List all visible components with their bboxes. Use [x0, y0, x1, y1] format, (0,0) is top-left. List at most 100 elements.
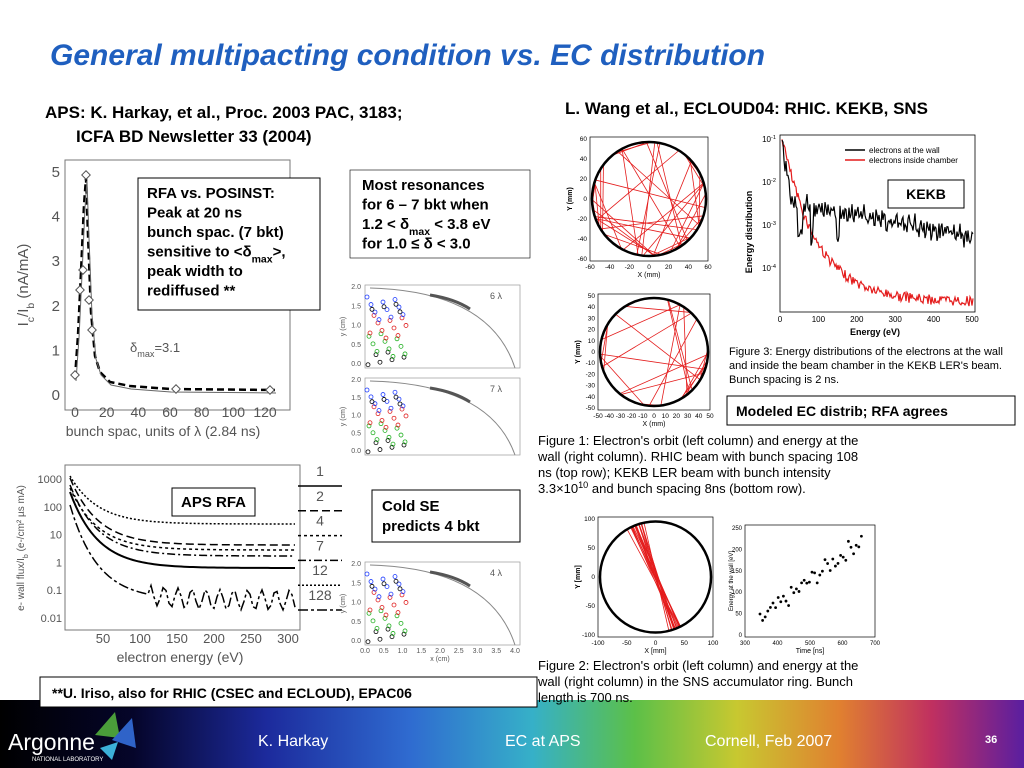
text-part: -1	[771, 135, 776, 141]
tick-label: 700	[870, 641, 881, 647]
caption: length is 700 ns.	[538, 690, 633, 705]
scatter-dot	[831, 557, 835, 561]
orbit-segment	[429, 570, 471, 588]
scatter-dot	[847, 539, 850, 543]
tick-label: 20	[580, 176, 588, 183]
scatter-dot	[839, 554, 842, 557]
scatter-dot	[852, 552, 855, 556]
orbit-line	[648, 318, 698, 406]
orbit-line	[602, 164, 604, 233]
plot-frame	[589, 136, 709, 262]
scatter-dot	[771, 601, 775, 605]
scatter-dot	[815, 581, 819, 585]
orbit-line	[599, 353, 706, 370]
orbit-dot	[370, 430, 376, 436]
tick-label: 100	[812, 315, 826, 324]
callout-text: 1.2 < δmax < 3.8 eV	[362, 216, 491, 238]
axis-label: Time [ns]	[796, 648, 825, 655]
orbit-dot	[382, 615, 388, 621]
scatter-dot	[792, 591, 796, 595]
scatter-dot	[810, 570, 814, 574]
callout-text: for 1.0 ≤ δ < 3.0	[362, 236, 471, 253]
tick-label: 300	[740, 641, 751, 647]
text-part: e- wall flux/I	[16, 558, 27, 611]
scatter-dot	[821, 569, 824, 573]
tick-label: 10	[588, 338, 596, 345]
tick-label: 10	[50, 530, 62, 542]
tick-label: 400	[772, 641, 783, 647]
axis-label: Y [mm]	[575, 565, 582, 589]
tick-label: 0	[647, 264, 651, 271]
tick-label: 1.0	[351, 600, 361, 607]
axis-label: y (cm)	[340, 407, 347, 426]
orbit-line	[699, 348, 709, 381]
scatter-dot	[823, 558, 827, 562]
callout-text: APS RFA	[181, 494, 246, 511]
orbit-dot	[401, 631, 407, 637]
tick-label: 0.5	[351, 619, 361, 626]
tick-label: 0.0	[351, 448, 361, 455]
axis-label: X (mm)	[643, 421, 666, 428]
curve	[69, 504, 296, 612]
scatter-dot	[776, 596, 780, 599]
orbit-dot	[367, 330, 373, 336]
callout-text: for 6 – 7 bkt when	[362, 197, 489, 214]
orbit-dot	[376, 408, 382, 413]
orbit-line	[599, 355, 645, 406]
legend-label: 128	[308, 587, 332, 603]
tick-label: 3.0	[473, 648, 483, 655]
orbit-dot	[387, 408, 393, 414]
orbit-line	[641, 142, 656, 256]
callout-box	[371, 489, 521, 543]
orbit-dot	[375, 320, 381, 326]
scatter-dot	[787, 604, 790, 607]
orbit-line	[656, 142, 682, 246]
page-number: 36	[985, 734, 997, 746]
tick-label: -40	[586, 394, 596, 401]
marker	[171, 384, 181, 394]
orbit-line	[667, 299, 693, 391]
orbit-line	[638, 523, 673, 631]
caption: Figure 2: Electron's orbit (left column)…	[538, 658, 858, 673]
tick-label: 60	[704, 264, 712, 271]
plot-label: 6 λ	[490, 291, 503, 301]
orbit-dot	[400, 312, 406, 318]
plot-frame	[364, 561, 521, 646]
orbit-dot	[373, 629, 379, 635]
orbit-line	[600, 323, 609, 363]
orbit-dot	[372, 586, 378, 592]
plot-frame	[364, 284, 521, 369]
orbit-dot	[390, 441, 396, 447]
marker	[81, 170, 91, 180]
scatter-dot	[844, 558, 848, 562]
slide-title: General multipacting condition vs. EC di…	[50, 39, 765, 72]
orbit-dot	[366, 333, 372, 339]
orbit-dot	[389, 634, 395, 640]
orbit-dot	[385, 438, 391, 443]
orbit-dot	[393, 394, 399, 400]
tick-label: 0.1	[47, 585, 62, 597]
tick-label: 300	[889, 315, 903, 324]
tick-label: -20	[578, 216, 588, 223]
footer-text: K. Harkay	[258, 733, 328, 750]
orbit-dot	[374, 437, 380, 443]
axis-label: X [mm]	[644, 648, 666, 655]
curve	[73, 177, 276, 392]
orbit-dot	[381, 581, 387, 587]
tick-label: 50	[588, 545, 596, 552]
callout-text: KEKB	[906, 186, 946, 202]
orbit-dot	[392, 389, 398, 395]
orbit-dot	[401, 354, 407, 360]
orbit-dot	[368, 394, 374, 400]
text-part: 10	[762, 178, 771, 187]
orbit-dot	[368, 302, 374, 307]
text-part: sensitive to <δ	[147, 244, 252, 261]
orbit-dot	[373, 440, 379, 446]
text-part: I	[15, 322, 32, 326]
text-part: max	[252, 254, 273, 266]
orbit-line	[640, 523, 676, 630]
orbit-dot	[381, 304, 387, 310]
orbit-dot	[401, 442, 407, 448]
scatter-dot	[769, 606, 772, 609]
callout-text: bunch spac. (7 bkt)	[147, 224, 284, 241]
